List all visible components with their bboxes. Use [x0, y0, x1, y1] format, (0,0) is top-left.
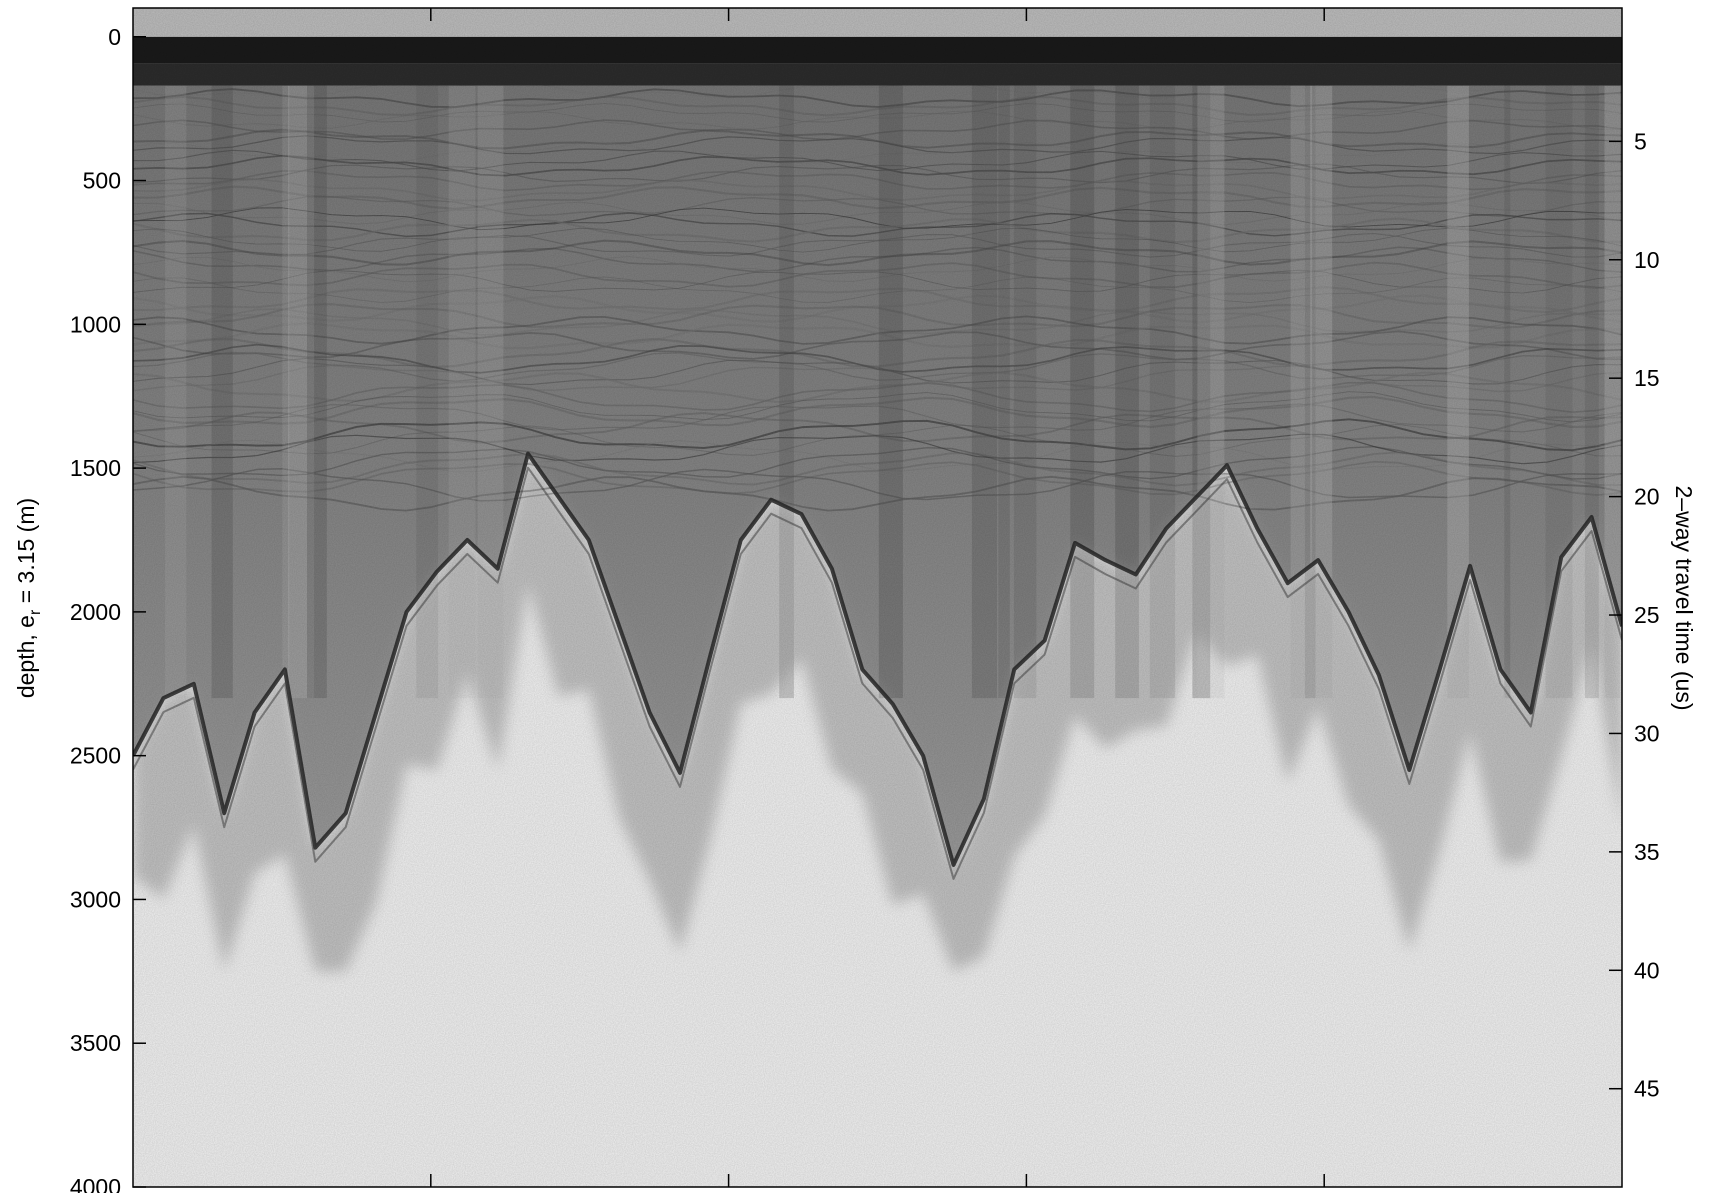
left-axis-title-rest: = 3.15 (m): [13, 498, 39, 610]
left-tick-label: 2500: [70, 743, 121, 769]
left-tick-label: 4000: [70, 1174, 121, 1193]
right-tick-label: 25: [1634, 602, 1660, 628]
right-tick-label: 45: [1634, 1076, 1660, 1102]
right-tick-label: 30: [1634, 720, 1660, 746]
right-tick-label: 5: [1634, 128, 1647, 154]
left-tick-label: 500: [83, 168, 121, 194]
left-tick-label: 2000: [70, 599, 121, 625]
left-tick-label: 1500: [70, 455, 121, 481]
left-axis-ticks: 0 500 1000 1500 2000 2500 3000 3500 4000: [70, 24, 146, 1193]
plot-frame: [132, 7, 1623, 1188]
right-tick-label: 40: [1634, 957, 1660, 983]
image-grain: [133, 8, 1622, 1187]
right-tick-label: 10: [1634, 247, 1660, 273]
radargram-image: [133, 8, 1622, 1187]
left-axis-title-subscript: r: [27, 609, 44, 615]
left-axis-title-main: depth, e: [13, 615, 39, 698]
right-tick-label: 35: [1634, 839, 1660, 865]
right-axis-ticks: 5 10 15 20 25 30 35 40 45: [1609, 128, 1660, 1102]
right-axis-title: 2–way travel time (us): [1671, 486, 1697, 711]
left-tick-label: 3500: [70, 1030, 121, 1056]
left-axis-title: depth, er = 3.15 (m): [13, 498, 44, 698]
right-tick-label: 15: [1634, 365, 1660, 391]
right-tick-label: 20: [1634, 484, 1660, 510]
left-tick-label: 1000: [70, 311, 121, 337]
x-axis-ticks: [430, 8, 1325, 1187]
left-tick-label: 0: [108, 24, 121, 50]
left-tick-label: 3000: [70, 886, 121, 912]
